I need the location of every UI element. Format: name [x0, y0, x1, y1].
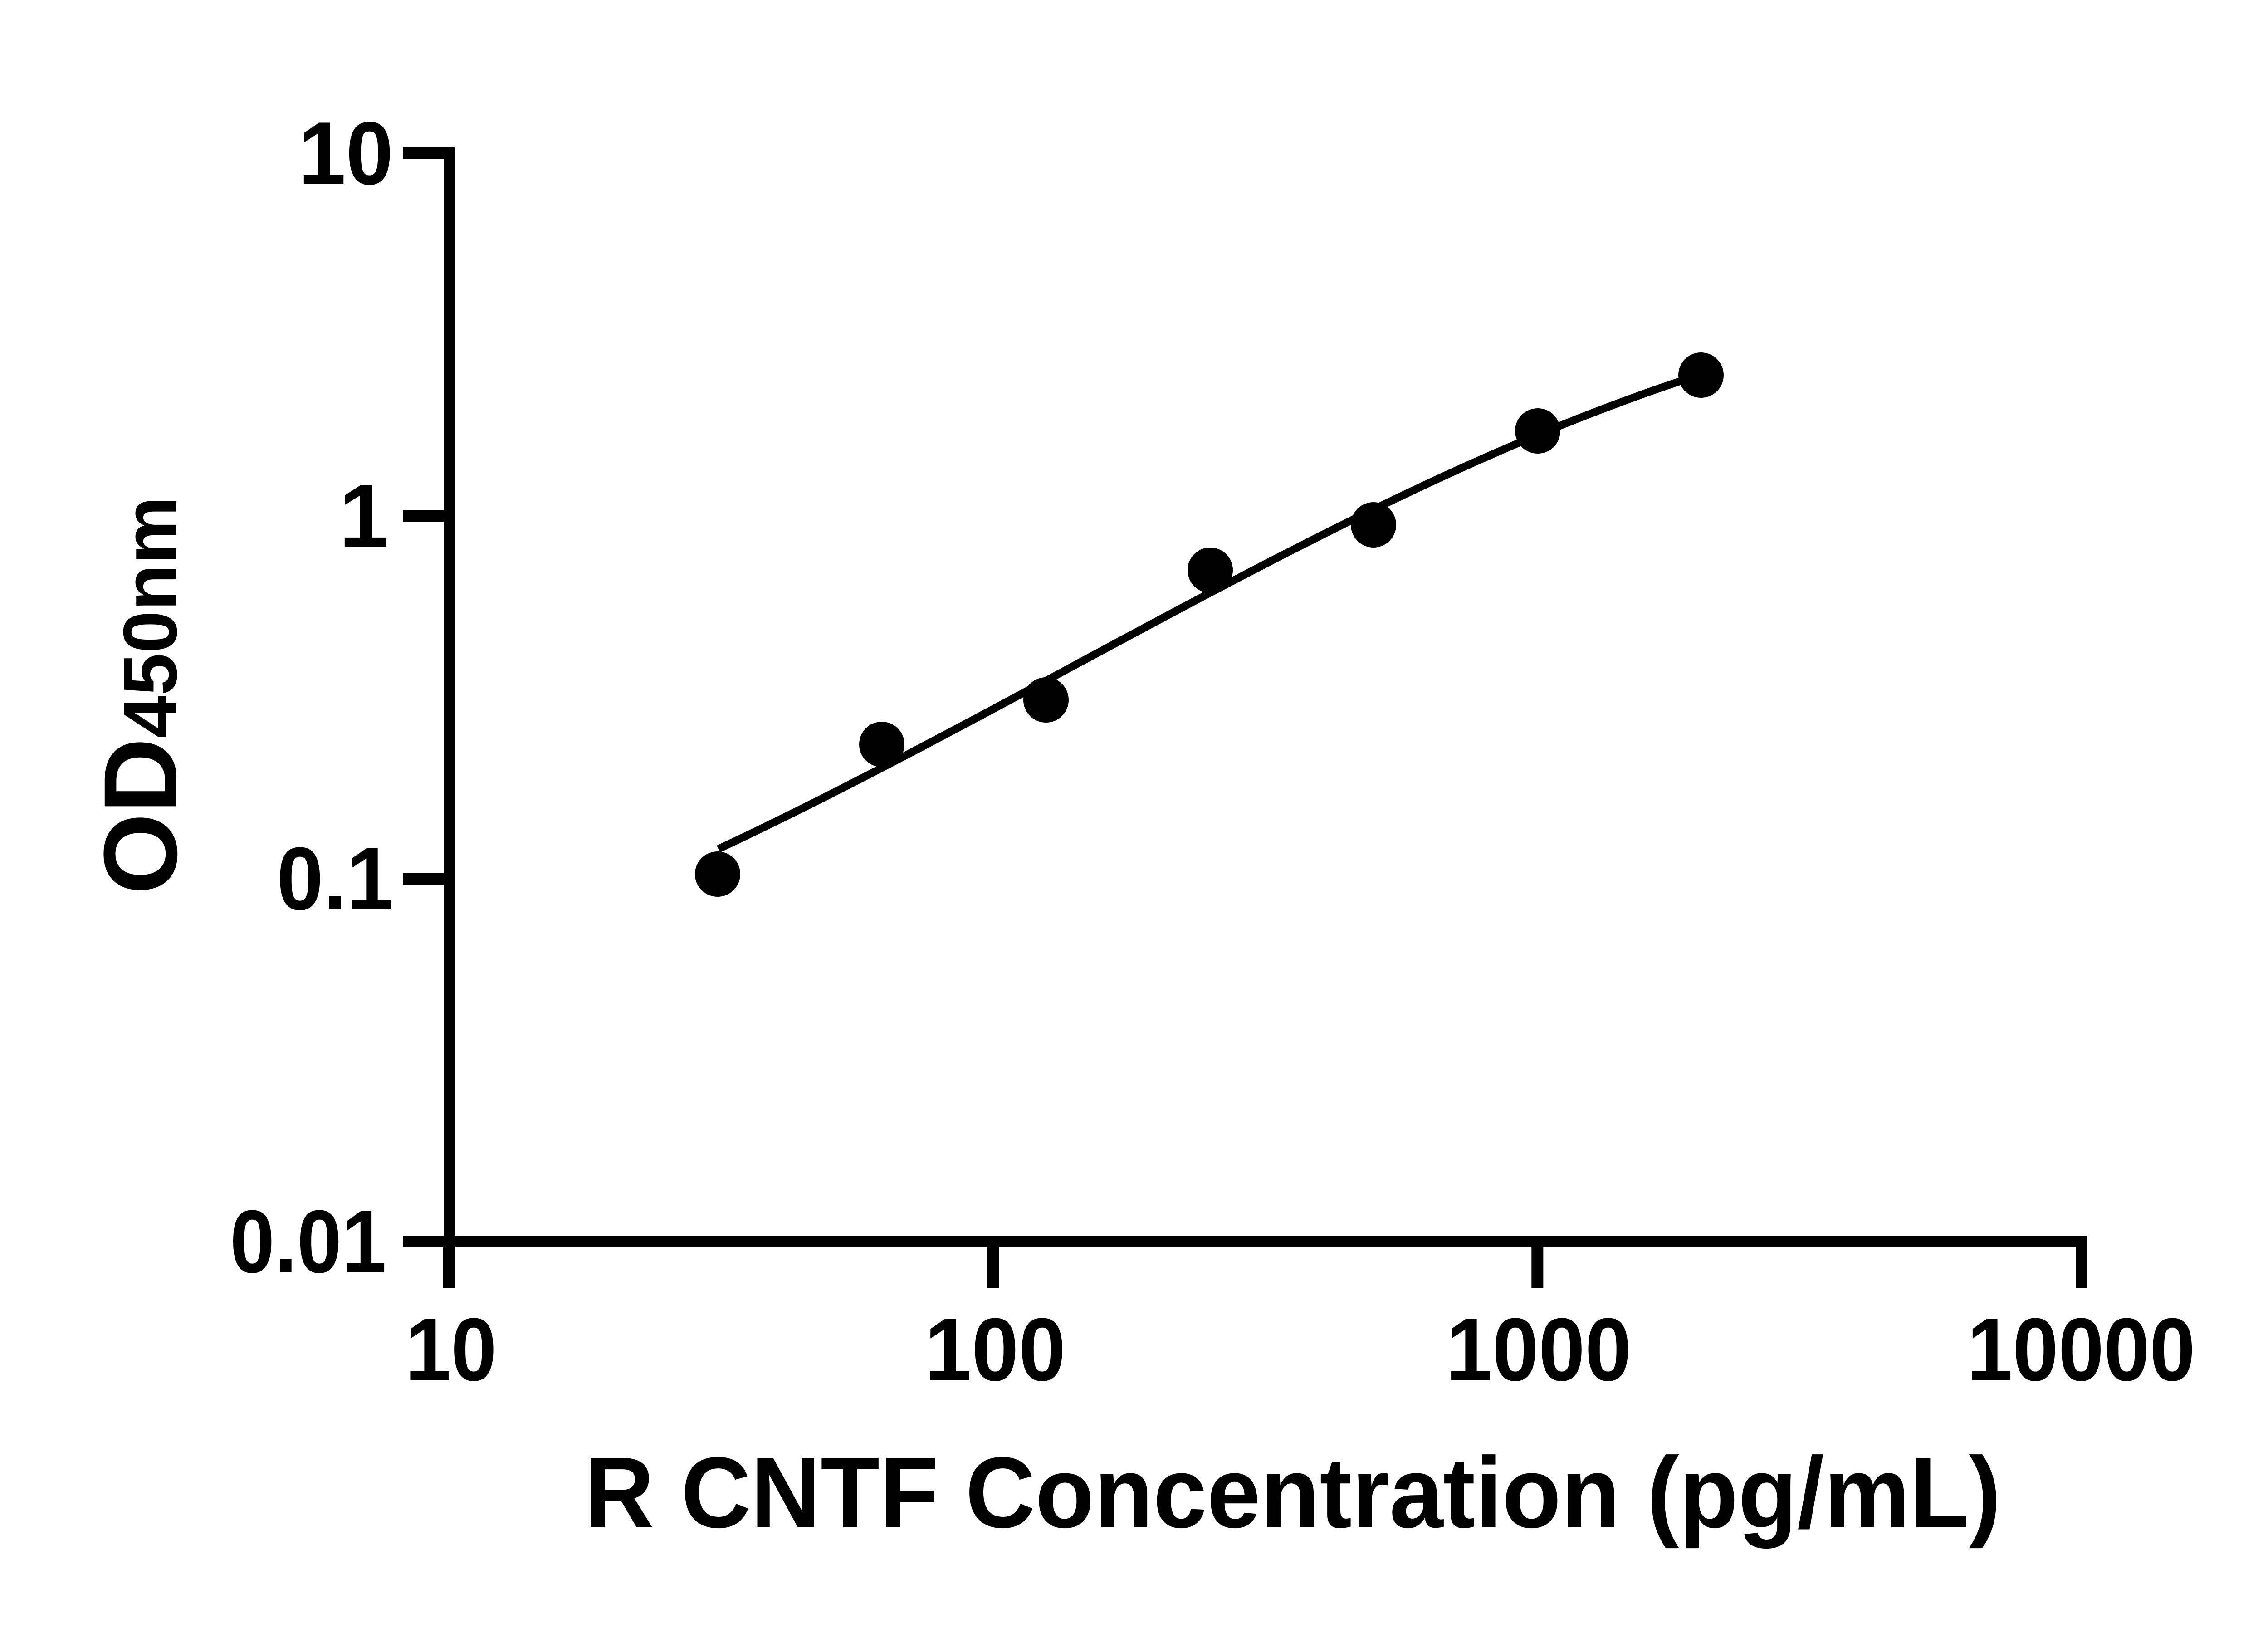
svg-text:0.01: 0.01 [230, 1192, 386, 1291]
svg-text:10: 10 [405, 1300, 497, 1399]
svg-text:10: 10 [298, 103, 393, 203]
svg-text:R CNTF Concentration (pg/mL): R CNTF Concentration (pg/mL) [585, 1437, 2001, 1549]
svg-text:100: 100 [925, 1300, 1066, 1399]
svg-text:1000: 1000 [1446, 1300, 1632, 1399]
svg-text:0.1: 0.1 [277, 829, 393, 929]
svg-text:1: 1 [339, 466, 389, 566]
svg-text:10000: 10000 [1967, 1300, 2195, 1399]
